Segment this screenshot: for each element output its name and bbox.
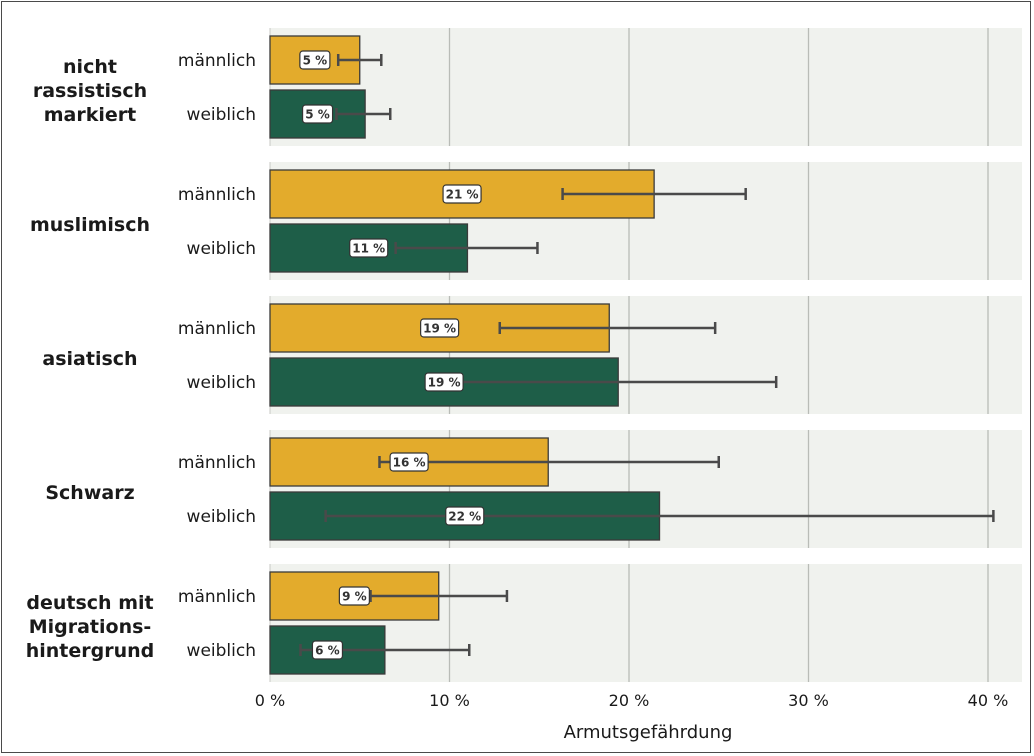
sex-label: weiblich [187,641,256,661]
data-label: 5 % [305,108,330,122]
x-tick-label: 30 % [788,691,829,710]
data-label: 16 % [393,456,426,470]
sex-label: weiblich [187,373,256,393]
sex-label: männlich [178,587,256,607]
x-tick-label: 0 % [255,691,285,710]
data-label: 11 % [352,242,385,256]
x-tick-label: 20 % [609,691,650,710]
data-label-box [442,184,482,204]
data-label-box [445,506,485,526]
data-label-box [338,586,370,606]
sex-label: männlich [178,453,256,473]
group-label-deutsch-mit-migrationshintergrund: deutsch mit [26,592,153,614]
data-label-box [420,318,460,338]
data-label-box [299,50,331,70]
group-label-schwarz: Schwarz [45,482,134,504]
data-label-box [311,640,344,660]
group-label-nicht-rassistisch-markiert: rassistisch [33,80,147,102]
sex-label: weiblich [187,507,256,527]
sex-label: weiblich [187,239,256,259]
data-label: 9 % [342,590,367,604]
group-label-deutsch-mit-migrationshintergrund: Migrations- [29,616,152,638]
panel-background [270,28,1022,146]
group-label-asiatisch: asiatisch [42,348,137,370]
sex-label: männlich [178,319,256,339]
data-label: 21 % [446,188,479,202]
data-label: 19 % [428,376,461,390]
group-label-nicht-rassistisch-markiert: nicht [63,56,117,78]
group-label-nicht-rassistisch-markiert: markiert [44,104,136,126]
x-axis-title: Armutsgefährdung [564,722,733,743]
data-label: 22 % [448,510,481,524]
data-label-box [349,238,389,258]
data-label: 19 % [423,322,456,336]
sex-label: weiblich [187,105,256,125]
x-tick-label: 10 % [429,691,470,710]
group-label-muslimisch: muslimisch [30,214,150,236]
data-label: 5 % [303,54,328,68]
data-label-box [389,452,429,472]
group-label-deutsch-mit-migrationshintergrund: hintergrund [26,640,155,662]
data-label-box [424,372,464,392]
data-label: 6 % [315,644,340,658]
x-tick-label: 40 % [968,691,1009,710]
sex-label: männlich [178,51,256,71]
sex-label: männlich [178,185,256,205]
data-label-box [301,104,334,124]
